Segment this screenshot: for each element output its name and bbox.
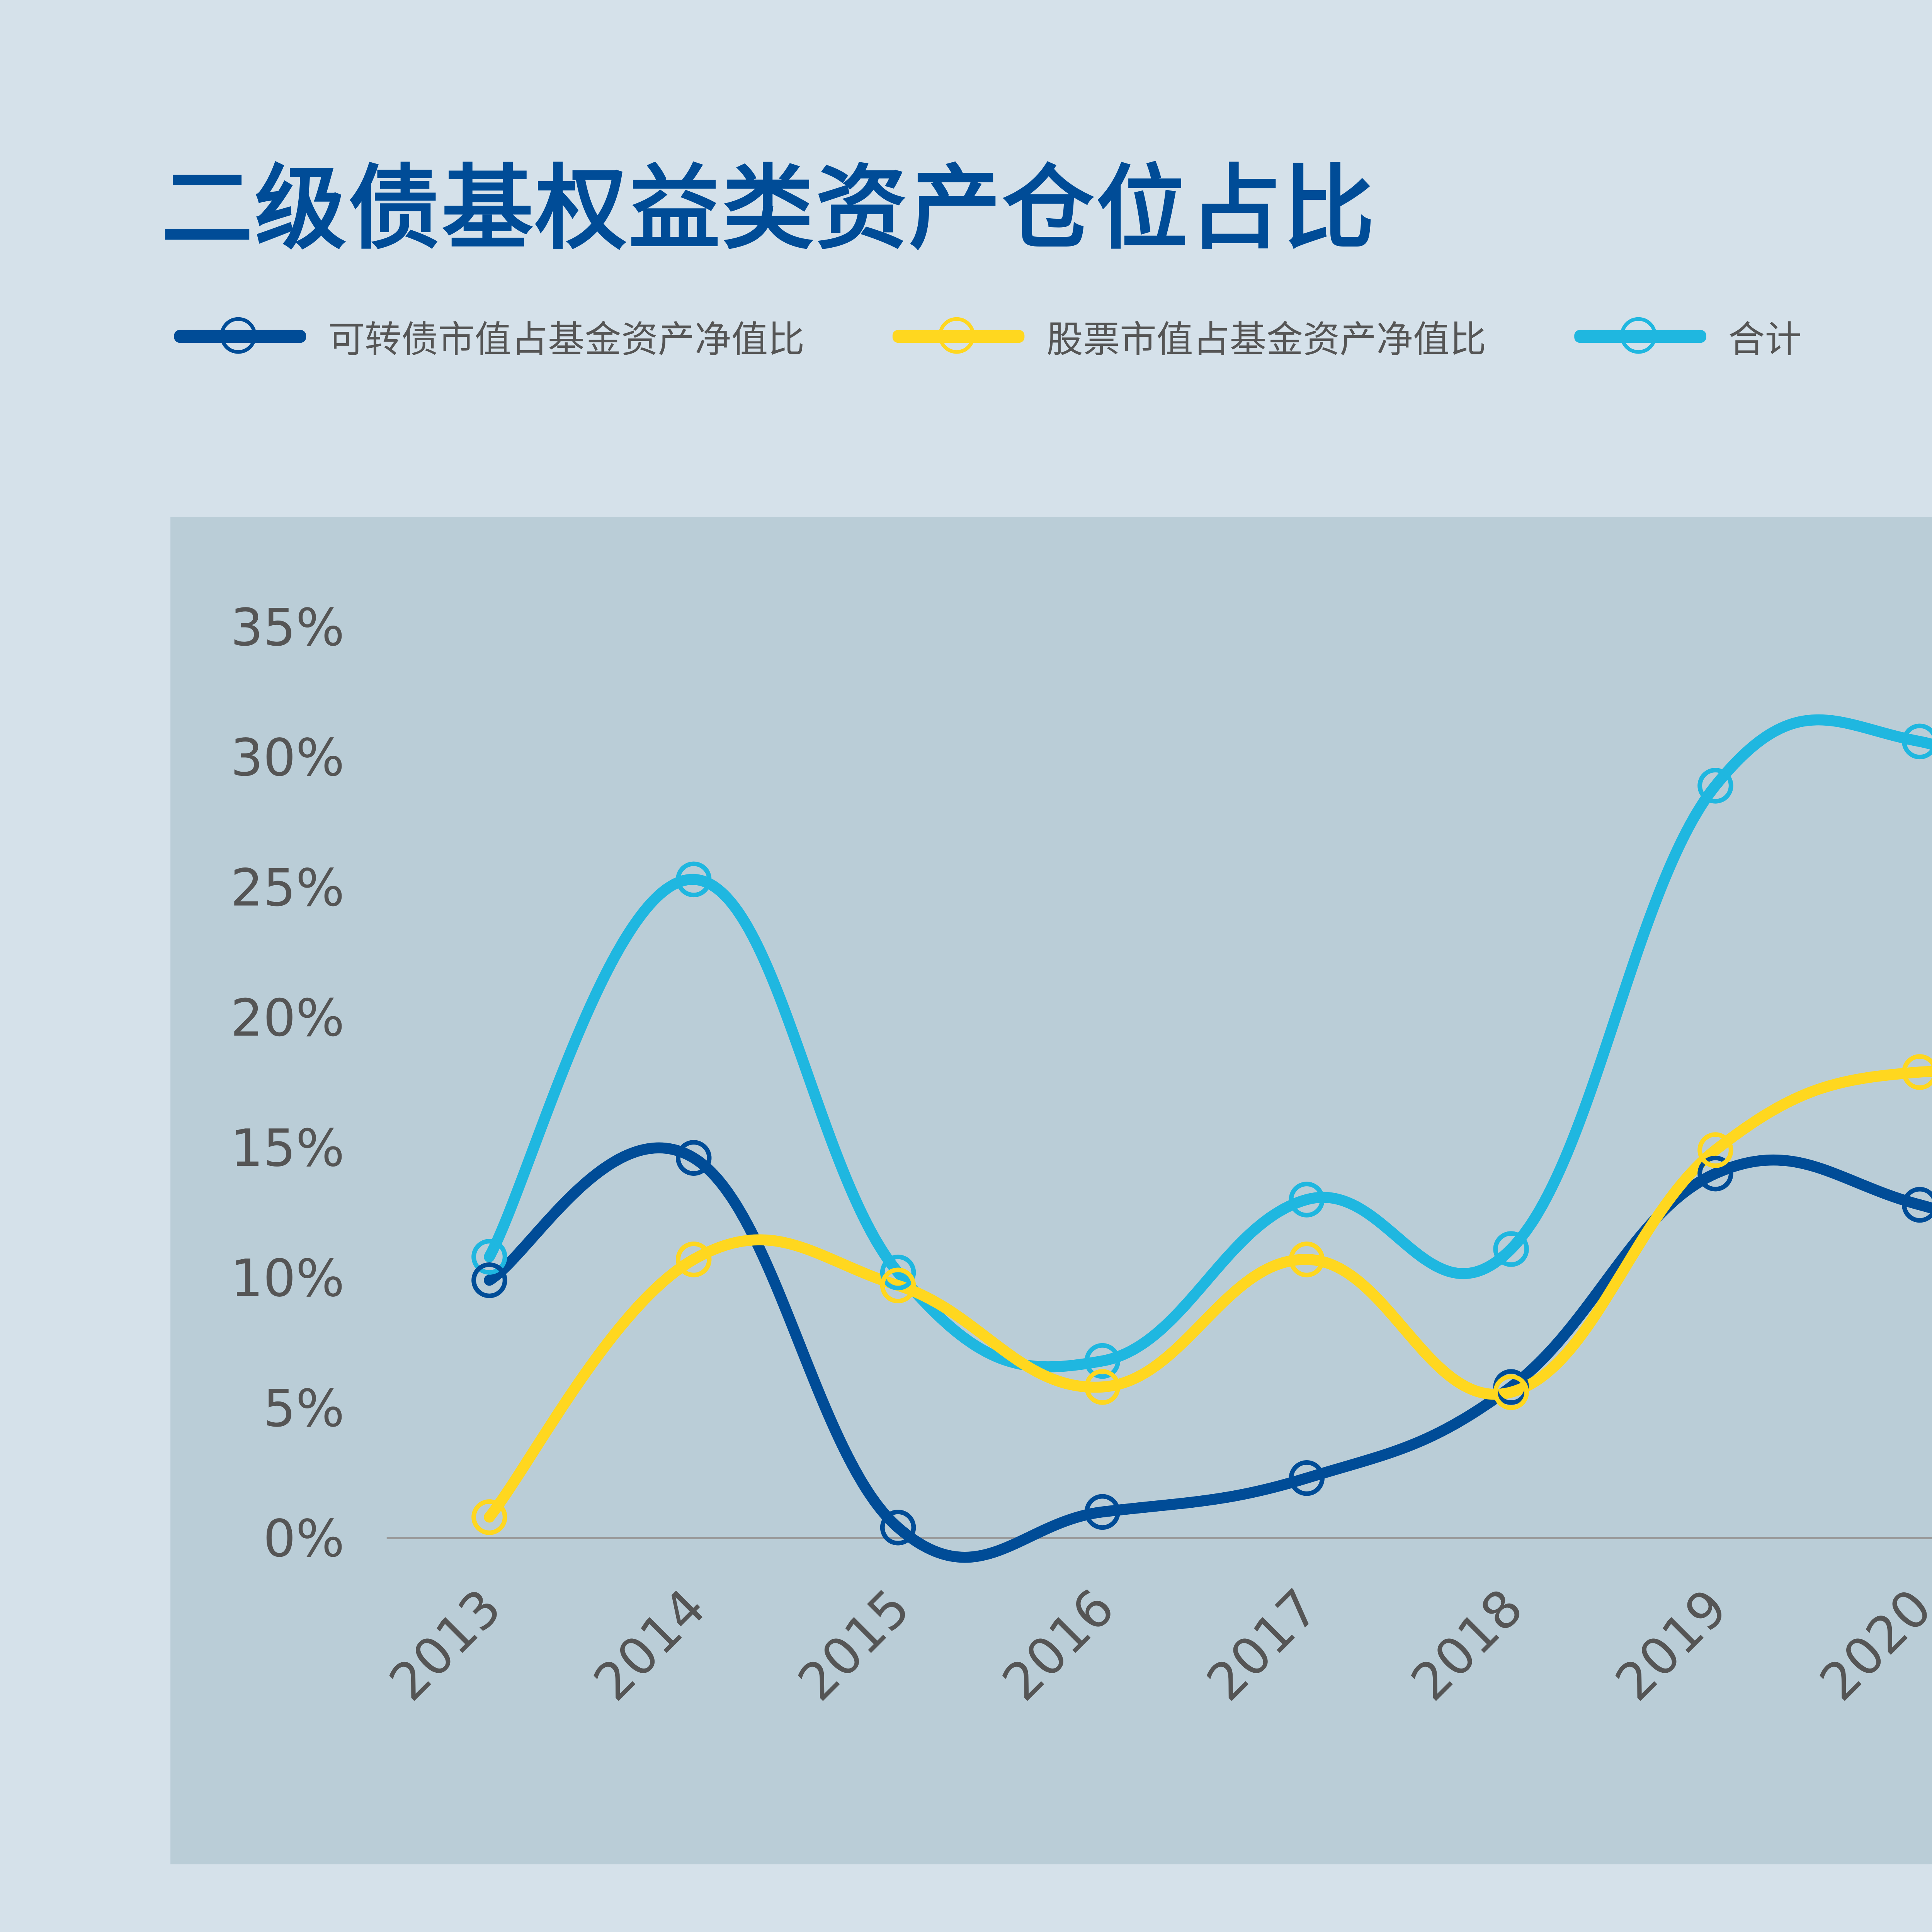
data-point-marker <box>1697 768 1733 804</box>
data-point-marker <box>1084 1343 1121 1379</box>
chart-title: 二级债基权益类资产仓位占比 <box>161 156 1376 262</box>
line-chart: 0% 5% 10% 15% 20% 25% 30% 35% 2013 2014 2015 2016 20… <box>231 598 1932 1713</box>
legend-line-marker-icon <box>174 308 306 363</box>
y-tick-label: 10% <box>231 1249 345 1308</box>
data-point-marker <box>1697 1132 1733 1168</box>
legend-label: 可转债市值占基金资产净值比 <box>328 316 805 361</box>
legend-item-stock[interactable]: 股票市值占基金资产净值比 <box>892 308 1486 363</box>
data-point-marker <box>471 1262 507 1298</box>
series-line-0 <box>484 1142 1932 1563</box>
data-point-marker <box>675 861 712 898</box>
x-tick-label: 2020 <box>1809 1578 1932 1713</box>
data-point-marker <box>1902 1054 1932 1090</box>
data-point-marker <box>1902 1187 1932 1223</box>
legend: 可转债市值占基金资产净值比 股票市值占基金资产净值比 合计 <box>174 308 1889 363</box>
legend-item-convertible-bond[interactable]: 可转债市值占基金资产净值比 <box>174 308 805 363</box>
data-point-marker <box>1084 1369 1121 1405</box>
data-point-marker <box>1084 1494 1121 1530</box>
data-point-marker <box>471 1499 507 1535</box>
data-point-marker <box>471 1239 507 1275</box>
y-tick-label: 20% <box>231 988 345 1048</box>
legend-line-marker-icon <box>892 308 1025 363</box>
x-tick-label: 2018 <box>1400 1578 1534 1713</box>
y-tick-label: 25% <box>231 859 345 918</box>
legend-line-marker-icon <box>1574 308 1706 363</box>
legend-label: 股票市值占基金资产净值比 <box>1046 316 1486 361</box>
y-tick-label: 35% <box>231 598 345 658</box>
x-tick-label: 2014 <box>583 1578 717 1713</box>
data-point-marker <box>1493 1374 1529 1410</box>
x-tick-label: 2015 <box>787 1578 922 1713</box>
x-tick-label: 2016 <box>992 1578 1126 1713</box>
legend-swatch-ring <box>220 317 257 354</box>
x-tick-label: 2017 <box>1196 1578 1330 1713</box>
x-tick-label: 2013 <box>378 1578 513 1713</box>
series-line-1 <box>484 1066 1932 1523</box>
series-line-2 <box>484 714 1932 1372</box>
legend-swatch-ring <box>1620 317 1657 354</box>
data-point-marker <box>1289 1182 1325 1218</box>
y-tick-label: 30% <box>231 728 345 788</box>
data-point-marker <box>880 1254 916 1291</box>
legend-item-total[interactable]: 合计 <box>1574 308 1801 363</box>
x-tick-label: 2019 <box>1604 1578 1739 1713</box>
data-point-marker <box>1493 1231 1529 1267</box>
data-point-marker <box>1289 1460 1325 1496</box>
y-tick-label: 5% <box>263 1379 345 1439</box>
data-point-marker <box>1289 1242 1325 1277</box>
y-tick-label: 0% <box>263 1509 345 1569</box>
plot-area: 0% 5% 10% 15% 20% 25% 30% 35% 2013 2014 2015 2016 20… <box>170 517 1932 1864</box>
data-point-marker <box>880 1267 916 1304</box>
legend-label: 合计 <box>1728 316 1802 361</box>
data-point-marker <box>1697 1155 1733 1192</box>
y-tick-label: 15% <box>231 1119 345 1178</box>
data-point-marker <box>1902 723 1932 760</box>
data-point-marker <box>675 1140 712 1176</box>
data-point-marker <box>880 1510 916 1546</box>
legend-swatch-ring <box>938 317 975 354</box>
data-point-marker <box>675 1242 712 1277</box>
